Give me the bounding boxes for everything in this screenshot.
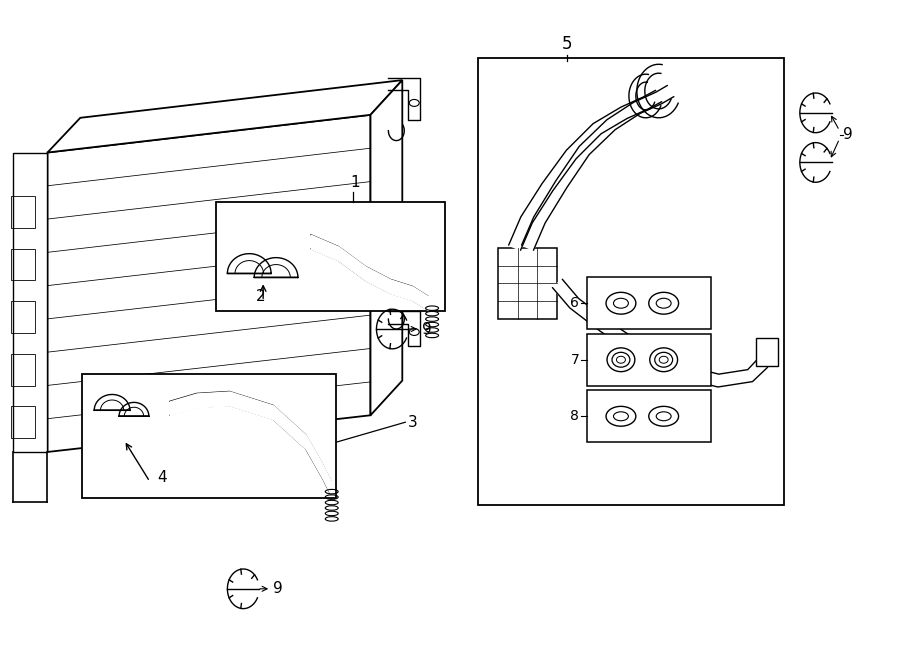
Bar: [756, 338, 778, 366]
Text: 1: 1: [351, 175, 360, 190]
Polygon shape: [48, 115, 371, 452]
Text: 6: 6: [571, 296, 580, 310]
Ellipse shape: [616, 356, 625, 364]
Ellipse shape: [654, 352, 672, 368]
Bar: [478, 58, 784, 504]
Ellipse shape: [614, 412, 628, 421]
Ellipse shape: [614, 298, 628, 308]
Text: 4: 4: [157, 470, 166, 485]
Ellipse shape: [650, 348, 678, 371]
Polygon shape: [553, 279, 768, 387]
Text: 9: 9: [273, 581, 283, 596]
Text: 5: 5: [562, 35, 572, 54]
Text: 9: 9: [842, 127, 852, 142]
Polygon shape: [48, 80, 402, 153]
Text: 7: 7: [571, 353, 580, 367]
Ellipse shape: [659, 356, 668, 364]
Ellipse shape: [606, 292, 635, 314]
Bar: [11, 354, 34, 385]
Text: 9: 9: [422, 321, 432, 336]
Polygon shape: [371, 80, 402, 415]
Ellipse shape: [612, 352, 630, 368]
Bar: [11, 407, 34, 438]
Ellipse shape: [607, 348, 634, 371]
Bar: [82, 373, 336, 498]
Bar: [11, 249, 34, 280]
Bar: [11, 301, 34, 333]
Polygon shape: [508, 91, 662, 251]
Bar: [587, 278, 711, 329]
Bar: [587, 334, 711, 385]
Text: 8: 8: [571, 409, 580, 423]
Ellipse shape: [656, 298, 671, 308]
Polygon shape: [13, 153, 48, 452]
Bar: [498, 248, 557, 319]
Ellipse shape: [656, 412, 671, 421]
Polygon shape: [629, 74, 661, 118]
Ellipse shape: [649, 292, 679, 314]
Ellipse shape: [606, 407, 635, 426]
Ellipse shape: [649, 407, 679, 426]
Polygon shape: [637, 64, 679, 118]
Bar: [587, 391, 711, 442]
Polygon shape: [522, 85, 674, 251]
Text: 3: 3: [409, 414, 418, 430]
Text: 2: 2: [256, 290, 266, 304]
Bar: [11, 196, 34, 228]
Bar: [217, 202, 445, 311]
